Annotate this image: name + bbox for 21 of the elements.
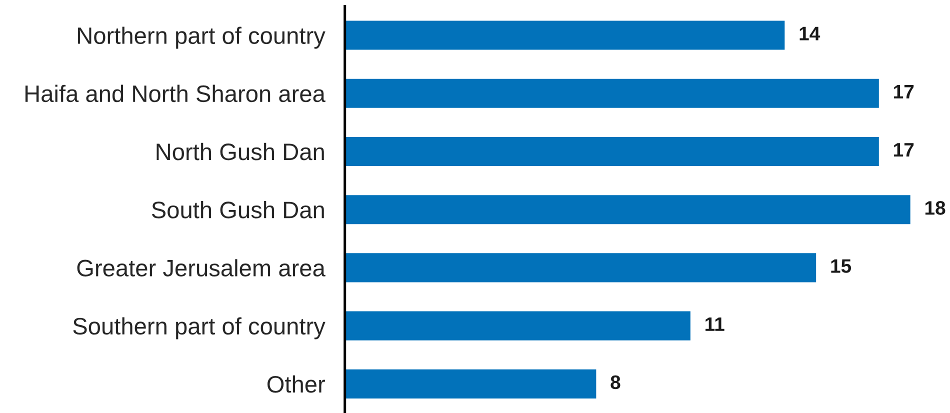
data-label: 17 [894,143,914,157]
y-tick-label: North Gush Dan [156,142,324,160]
data-label: 14 [800,26,820,40]
bar [344,311,690,340]
bar [344,253,816,282]
bar [344,20,785,50]
y-tick-label: Northern part of country [78,26,326,49]
bar [344,78,879,108]
data-label: 18 [925,201,946,215]
y-tick-label: Other [267,375,326,393]
y-tick-label: Haifa and North Sharon area [25,84,326,102]
data-label: 17 [894,85,914,98]
y-tick-label: South Gush Dan [152,201,324,218]
bar [344,136,879,166]
y-tick-label: Southern part of country [73,317,326,340]
y-tick-label: Greater Jerusalem area [77,259,326,276]
data-label: 11 [706,317,724,331]
bar [344,195,910,224]
bar [344,369,596,398]
data-label: 8 [610,375,620,390]
data-label: 15 [831,259,852,273]
